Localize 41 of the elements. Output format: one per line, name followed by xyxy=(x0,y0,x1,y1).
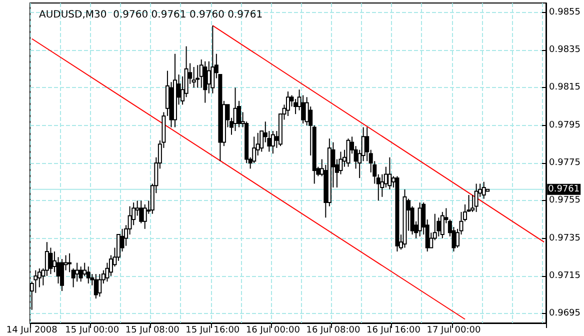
x-tick-label: 16 Jul 00:00 xyxy=(246,326,300,336)
x-tick-label: 15 Jul 00:00 xyxy=(65,326,120,336)
candlestick xyxy=(270,130,275,154)
x-tick-label: 16 Jul 08:00 xyxy=(306,326,360,336)
candlestick xyxy=(34,270,38,294)
y-tick-label: 0.9755 xyxy=(549,196,580,206)
y-tick-label: 0.9835 xyxy=(549,45,580,56)
candlestick xyxy=(94,274,98,300)
y-tick-label: 0.9735 xyxy=(549,233,580,244)
y-tick-label: 0.9715 xyxy=(549,270,580,281)
candlestick xyxy=(139,200,144,224)
candlestick xyxy=(75,262,80,282)
candlestick xyxy=(203,60,208,104)
candlestick xyxy=(98,274,102,298)
candlestick xyxy=(210,25,215,94)
y-tick-label: 0.9855 xyxy=(549,7,580,18)
candlestick xyxy=(48,247,53,275)
candlestick xyxy=(418,202,422,237)
x-tick-label: 16 Jul 16:00 xyxy=(366,326,421,336)
candlestick xyxy=(482,181,486,200)
candlestick xyxy=(440,211,444,239)
y-tick-label: 0.9695 xyxy=(549,308,580,319)
candlestick xyxy=(192,66,196,88)
text: AUDUSD,M30 0.9760 0.9761 0.9760 0.9761 xyxy=(39,10,263,20)
x-tick-label: 15 Jul 16:00 xyxy=(186,326,240,336)
candlestick xyxy=(474,183,478,212)
candlestick xyxy=(346,138,350,168)
candlestick xyxy=(436,217,441,237)
y-tick-label: 0.9815 xyxy=(549,82,580,93)
candlestick xyxy=(60,258,64,292)
y-tick-label: 0.9775 xyxy=(549,158,580,168)
candlestick xyxy=(286,90,290,116)
x-tick-label: 17 Jul 00:00 xyxy=(426,326,481,336)
x-tick-label: 15 Jul 08:00 xyxy=(125,326,180,336)
candlestick xyxy=(294,98,298,115)
y-tick-label: 0.9795 xyxy=(549,120,580,130)
candlestick xyxy=(388,156,392,190)
candlestick xyxy=(142,204,147,230)
candlestick xyxy=(78,266,83,282)
ref-line-label: 0.9761 xyxy=(548,184,580,194)
candlestick xyxy=(86,266,90,284)
